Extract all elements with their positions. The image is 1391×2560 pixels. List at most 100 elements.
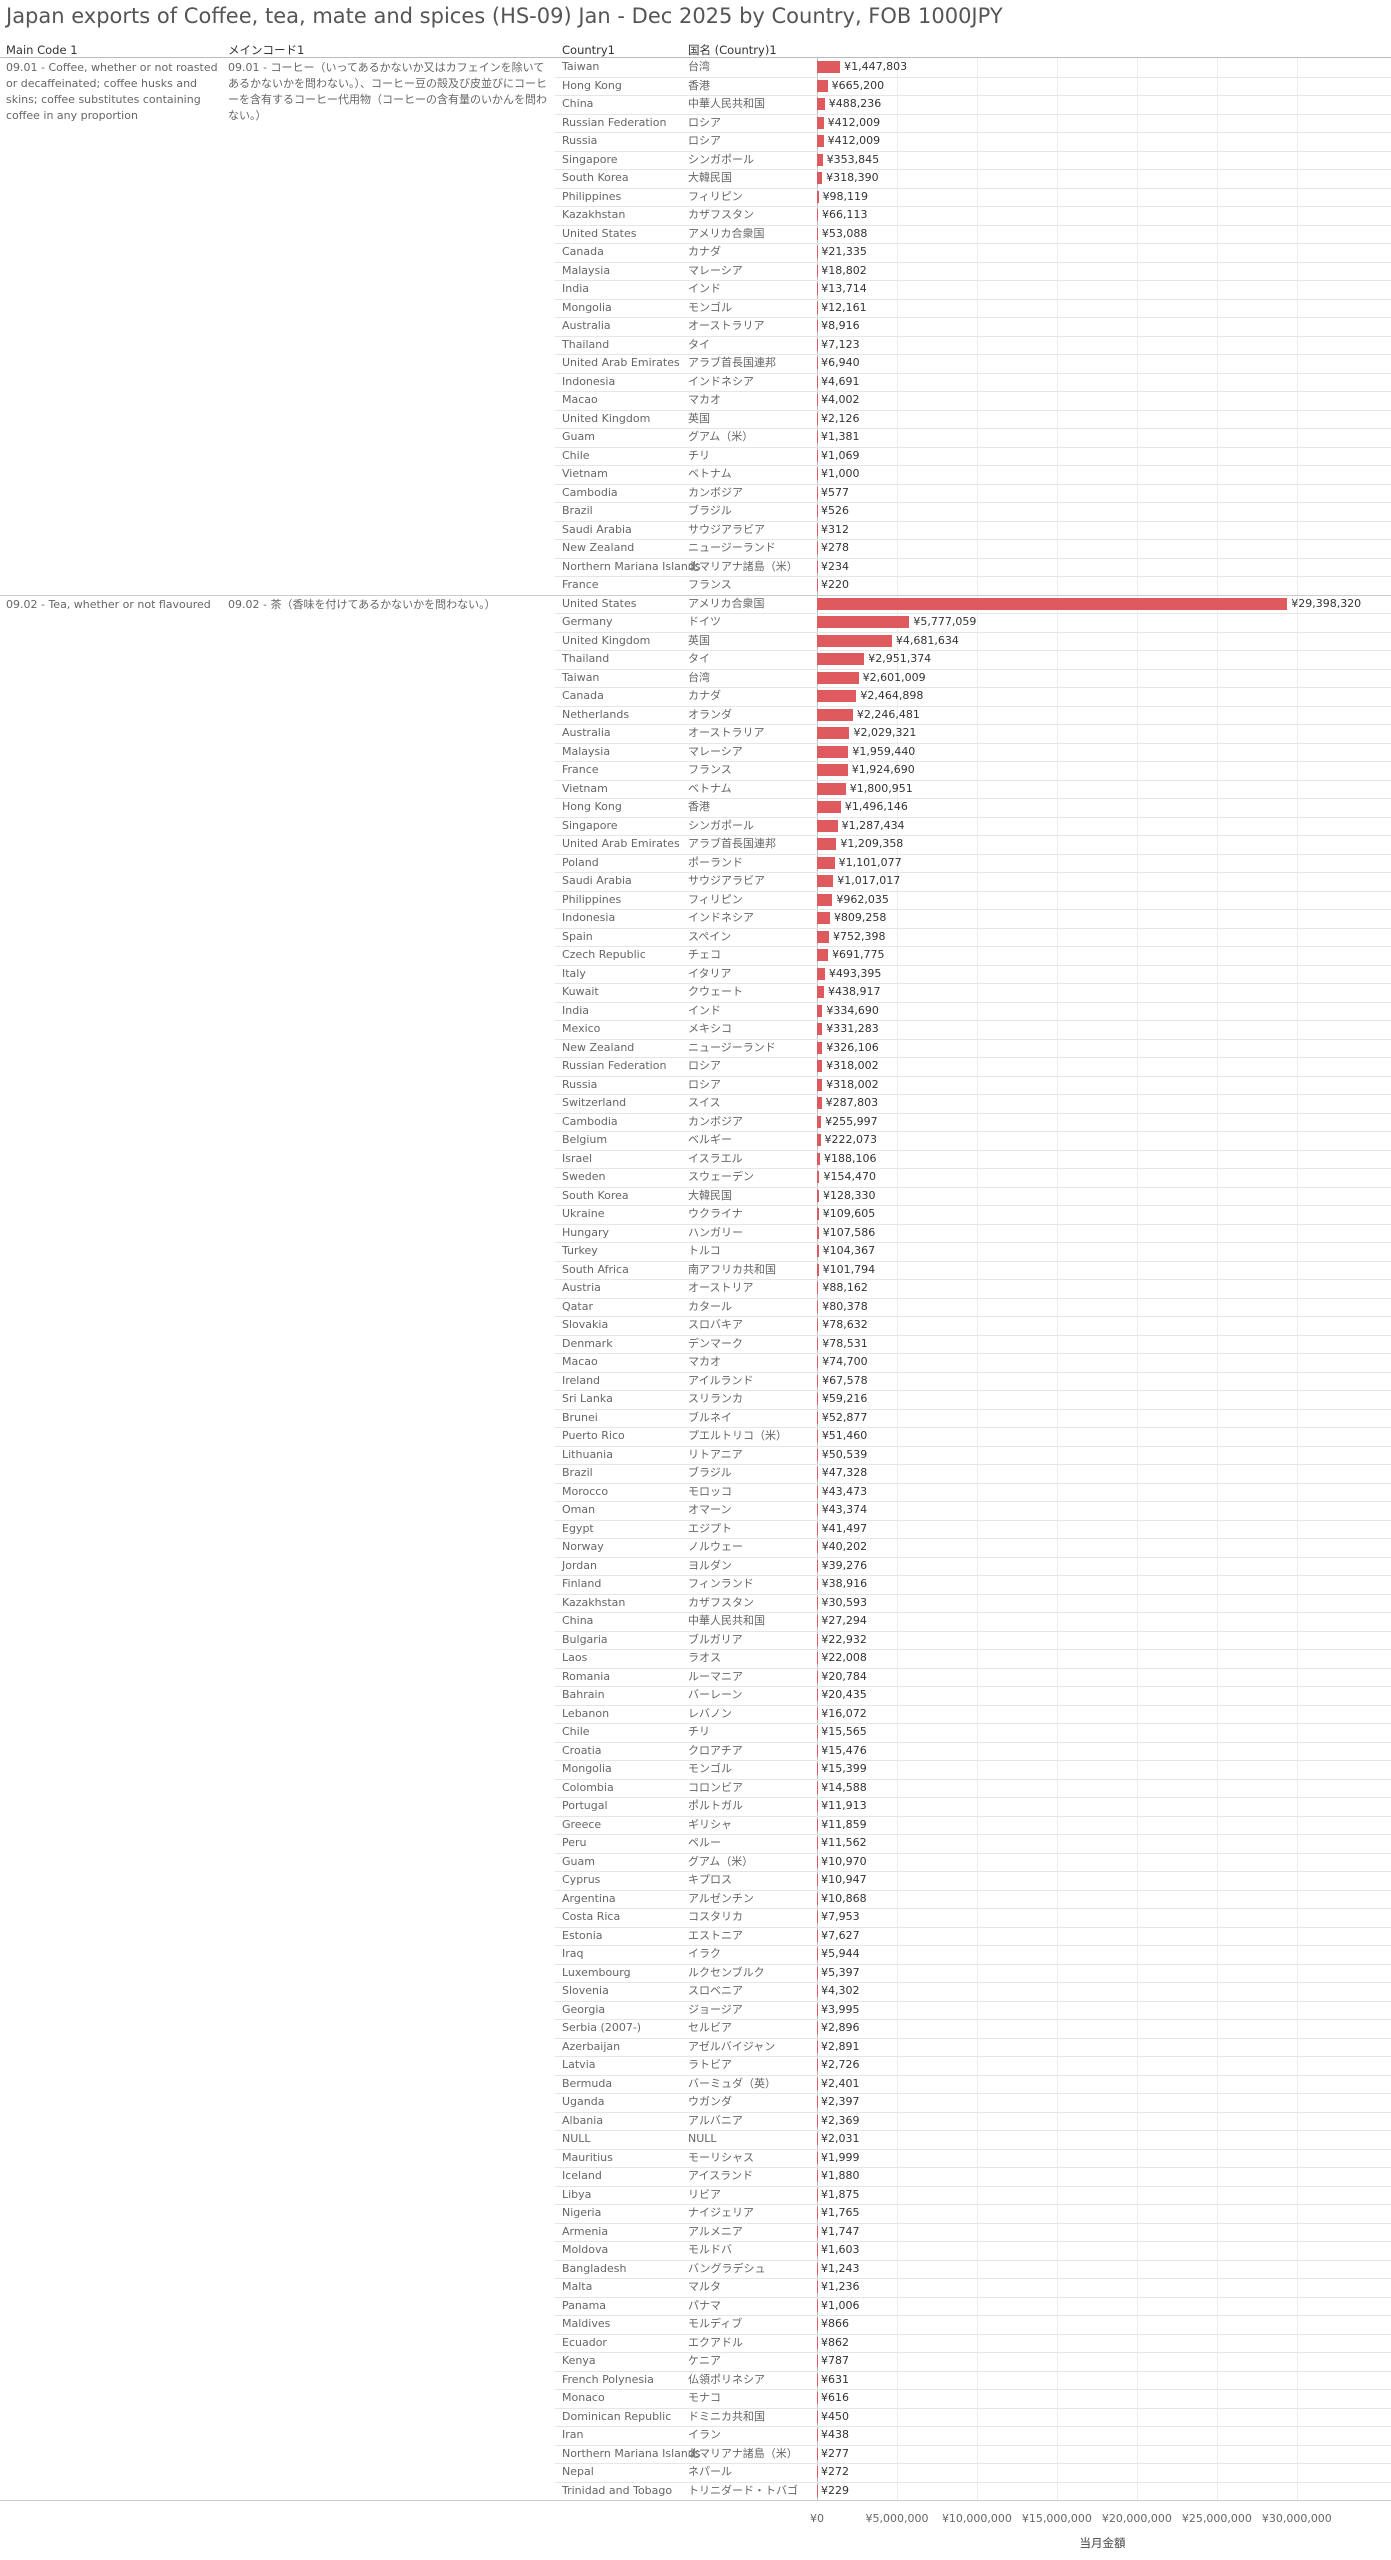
country: Ukraine: [562, 1207, 605, 1220]
country: Turkey: [562, 1244, 598, 1257]
bar: [817, 1171, 820, 1184]
country-ja: イタリア: [688, 966, 732, 980]
country: Italy: [562, 966, 586, 980]
country-ja: メキシコ: [688, 1022, 732, 1035]
row-rule: [555, 890, 1391, 892]
row-rule: [555, 2389, 1391, 2390]
country-ja: ベトナム: [688, 781, 732, 795]
country: Brazil: [562, 1466, 593, 1479]
country: Macao: [562, 393, 598, 406]
value-label: ¥1,496,146: [844, 800, 908, 813]
value-label: ¥6,940: [821, 356, 860, 369]
country: Malta: [562, 2280, 593, 2293]
country: India: [562, 1003, 589, 1017]
country-ja: コスタリカ: [688, 1910, 743, 1923]
country: Cyprus: [562, 1873, 601, 1886]
value-label: ¥2,951,374: [868, 652, 932, 665]
bar: [817, 1245, 819, 1258]
x-tick-label: ¥25,000,000: [1181, 2512, 1252, 2525]
country-ja: ニュージーランド: [688, 541, 776, 554]
row-rule: [555, 95, 1391, 96]
row-rule: [555, 724, 1391, 725]
value-label: ¥2,246,481: [856, 707, 920, 721]
country: Mexico: [562, 1022, 601, 1035]
bar: [817, 542, 818, 555]
value-label: ¥7,953: [821, 1910, 860, 1923]
value-label: ¥277: [821, 2446, 849, 2460]
value-label: ¥52,877: [821, 1410, 868, 1424]
value-label: ¥80,378: [822, 1299, 868, 1313]
country-ja: キプロス: [688, 1873, 732, 1886]
bar: [817, 375, 818, 388]
bar: [817, 930, 830, 943]
bar: [817, 1633, 818, 1646]
country: Luxembourg: [562, 1965, 631, 1979]
value-label: ¥101,794: [822, 1262, 876, 1276]
bar: [817, 2151, 818, 2164]
value-label: ¥326,106: [826, 1040, 879, 1054]
country: Ecuador: [562, 2335, 607, 2349]
country-ja: 大韓民国: [688, 171, 732, 184]
bar: [817, 1430, 818, 1443]
country: Indonesia: [562, 374, 616, 388]
country-ja: ナイジェリア: [688, 2206, 754, 2219]
row-rule: [555, 742, 1391, 744]
row-rule: [555, 206, 1391, 207]
country: United Kingdom: [562, 633, 651, 647]
country-ja: パナマ: [688, 2298, 721, 2312]
row-rule: [555, 502, 1391, 503]
bar: [817, 1152, 820, 1165]
row-rule: [555, 650, 1391, 651]
country-ja: アラブ首長国連邦: [688, 837, 776, 850]
country: Chile: [562, 1725, 590, 1738]
country-ja: クロアチア: [688, 1743, 743, 1757]
country-ja: マレーシア: [688, 744, 743, 758]
country: Colombia: [562, 1780, 614, 1794]
country-ja: デンマーク: [688, 1336, 743, 1350]
bar: [817, 1023, 823, 1036]
bar: [817, 2170, 818, 2183]
row-rule: [555, 1982, 1391, 1983]
row-rule: [555, 1408, 1391, 1410]
country-ja: ルクセンブルク: [688, 1965, 765, 1979]
country-ja: トルコ: [688, 1244, 721, 1257]
bar: [817, 1208, 819, 1221]
bar: [817, 875, 834, 888]
row-rule: [555, 2370, 1391, 2372]
country-ja: リトアニア: [688, 1447, 743, 1461]
country: Northern Mariana Islands: [562, 559, 701, 573]
bar: [817, 2022, 818, 2035]
bar: [817, 320, 818, 333]
bar: [817, 116, 824, 129]
row-rule: [555, 1501, 1391, 1502]
value-label: ¥2,896: [821, 2021, 860, 2034]
bar: [817, 579, 818, 592]
value-label: ¥665,200: [831, 78, 885, 92]
x-tick-label: ¥0: [810, 2512, 824, 2525]
country-ja: チリ: [688, 448, 710, 462]
country: Saudi Arabia: [562, 522, 632, 536]
country-ja: セルビア: [688, 2021, 732, 2034]
country: Singapore: [562, 818, 618, 832]
bar: [817, 1837, 818, 1850]
country-ja: ジョージア: [688, 2002, 743, 2016]
row-rule: [555, 539, 1391, 540]
country: Iceland: [562, 2169, 602, 2182]
row-rule: [555, 1260, 1391, 1262]
group-rule: [0, 594, 1391, 596]
country-ja: アゼルバイジャン: [688, 2039, 776, 2053]
bar: [817, 505, 818, 518]
country: Cambodia: [562, 1114, 618, 1128]
country: Laos: [562, 1651, 588, 1664]
bar: [817, 1966, 818, 1979]
row-rule: [555, 1889, 1391, 1891]
country: Germany: [562, 615, 613, 628]
row-rule: [555, 1038, 1391, 1040]
country: South Korea: [562, 171, 629, 184]
country: Kenya: [562, 2354, 596, 2367]
bar: [817, 2447, 818, 2460]
bar: [817, 412, 818, 425]
chart-title: Japan exports of Coffee, tea, mate and s…: [6, 4, 1003, 28]
value-label: ¥1,000: [821, 467, 860, 480]
